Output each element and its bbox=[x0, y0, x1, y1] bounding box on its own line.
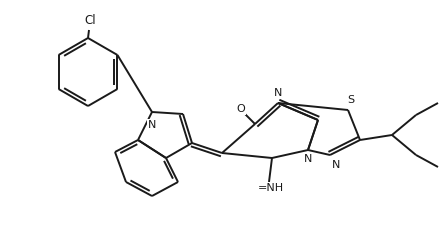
Text: =NH: =NH bbox=[258, 183, 284, 193]
Text: N: N bbox=[304, 154, 312, 164]
Text: N: N bbox=[274, 88, 282, 98]
Text: O: O bbox=[237, 104, 246, 114]
Text: N: N bbox=[148, 120, 156, 130]
Text: Cl: Cl bbox=[84, 14, 96, 27]
Text: N: N bbox=[332, 160, 340, 170]
Text: S: S bbox=[348, 95, 354, 105]
